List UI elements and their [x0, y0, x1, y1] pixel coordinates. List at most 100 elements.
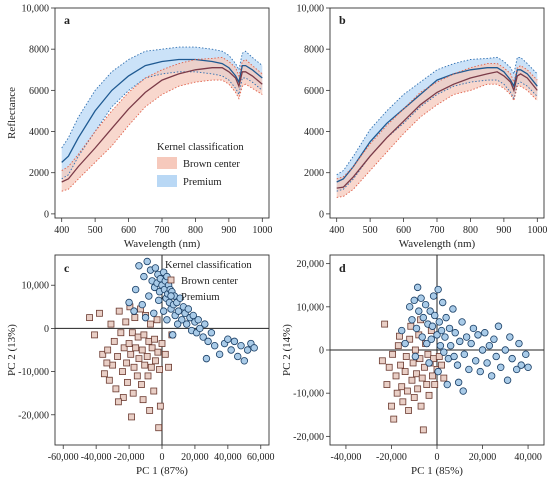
x-tick-label: 20,000 — [469, 452, 497, 463]
premium-point — [472, 357, 480, 365]
brown-center-point — [99, 350, 107, 358]
brown-center-point — [86, 314, 93, 322]
brown-center-point — [123, 359, 131, 367]
mean-line-brown-center — [61, 67, 263, 183]
brown-center-point — [385, 363, 393, 371]
brown-center-point — [135, 355, 143, 363]
premium-point — [441, 333, 449, 341]
chart-panel-b: 400 500 600 700 800 900 1000 0 2000 4000 6000 8000 1… — [297, 4, 548, 251]
brown-center-point — [130, 363, 138, 371]
panel-label: c — [64, 261, 70, 275]
brown-center-point — [421, 363, 428, 371]
panel-label: d — [339, 261, 346, 275]
premium-point — [454, 378, 463, 387]
y-axis-label: Reflectance — [6, 87, 18, 139]
premium-point — [458, 318, 466, 326]
brown-center-point — [390, 415, 398, 423]
premium-point — [487, 372, 496, 380]
mean-line-premium — [336, 67, 538, 183]
x-tick-label: 40,000 — [214, 452, 242, 463]
brown-center-point — [155, 424, 163, 432]
brown-center-point — [112, 385, 120, 393]
premium-point — [501, 346, 509, 354]
premium-point — [413, 283, 422, 292]
premium-point — [210, 341, 219, 350]
brown-center-point — [156, 366, 163, 373]
x-tick-label: -40,000 — [331, 452, 362, 463]
premium-point — [436, 341, 445, 350]
brown-center-point — [394, 342, 402, 350]
legend-entry: Brown center — [183, 159, 240, 170]
brown-center-point — [411, 346, 419, 354]
y-tick-label: 20,000 — [297, 259, 325, 270]
brown-center-point — [392, 372, 400, 380]
premium-point — [141, 313, 150, 322]
brown-center-point — [414, 385, 422, 393]
x-tick-label: 20,000 — [181, 452, 209, 463]
premium-point — [410, 296, 418, 305]
brown-center-point — [408, 376, 416, 384]
premium-point — [478, 346, 487, 354]
panel-label: b — [339, 13, 346, 27]
y-tick-label: 4000 — [29, 127, 49, 138]
brown-center-point — [96, 309, 103, 317]
premium-point — [494, 322, 503, 330]
chart-panel-c: -60,000 -40,000 -20,000 0 20,000 40,000 60,000… — [6, 254, 275, 477]
brown-center-point — [431, 381, 439, 388]
y-tick-label: 0 — [44, 209, 49, 220]
premium-point — [237, 341, 245, 350]
brown-center-point — [133, 372, 141, 380]
brown-center-point — [440, 374, 448, 382]
premium-point — [140, 272, 148, 281]
premium-point — [150, 309, 158, 317]
brown-center-point — [100, 370, 108, 378]
y-tick-label: 6000 — [304, 86, 324, 97]
premium-point — [401, 339, 409, 348]
premium-point — [445, 324, 454, 333]
band-upper-brown-center — [61, 56, 263, 171]
brown-center-point — [143, 353, 151, 360]
brown-center-point — [129, 389, 137, 397]
premium-point — [449, 305, 457, 313]
premium-point — [415, 307, 423, 315]
x-tick-label: -60,000 — [48, 452, 79, 463]
x-tick-label: -20,000 — [376, 452, 407, 463]
x-tick-label: 60,000 — [247, 452, 275, 463]
x-axis-label: PC 1 (87%) — [136, 465, 188, 477]
premium-point — [467, 339, 475, 348]
brown-center-point — [383, 381, 391, 388]
brown-center-point — [115, 307, 123, 315]
premium-point — [398, 326, 406, 335]
premium-point — [462, 333, 471, 341]
brown-center-point — [114, 353, 121, 360]
premium-point — [194, 316, 202, 324]
premium-point — [512, 365, 521, 374]
premium-point — [508, 354, 516, 363]
x-axis-label: PC 1 (85%) — [411, 465, 463, 477]
premium-point — [196, 324, 204, 333]
y-tick-label: 6000 — [29, 86, 49, 97]
brown-center-point — [409, 359, 417, 367]
premium-point — [155, 296, 163, 305]
brown-center-point — [128, 329, 136, 337]
premium-point — [204, 337, 212, 346]
brown-center-point — [398, 383, 406, 391]
brown-center-point — [418, 374, 426, 382]
y-tick-label: 0 — [319, 346, 324, 357]
premium-point — [412, 324, 421, 333]
brown-center-point — [406, 335, 414, 343]
band-brown-center — [61, 57, 263, 192]
premium-point — [515, 339, 523, 348]
brown-center-point — [119, 368, 126, 375]
premium-point — [250, 344, 258, 352]
x-tick-label: 800 — [188, 225, 203, 236]
x-tick-label: 40,000 — [514, 452, 542, 463]
x-axis-label: Wavelength (nm) — [124, 238, 201, 250]
panel-label: a — [64, 13, 70, 27]
x-tick-label: 1000 — [252, 225, 272, 236]
brown-center-point — [389, 350, 397, 358]
brown-center-point — [122, 318, 130, 326]
x-tick-label: -20,000 — [114, 452, 145, 463]
legend-swatch — [157, 157, 177, 169]
brown-center-point — [424, 350, 432, 358]
